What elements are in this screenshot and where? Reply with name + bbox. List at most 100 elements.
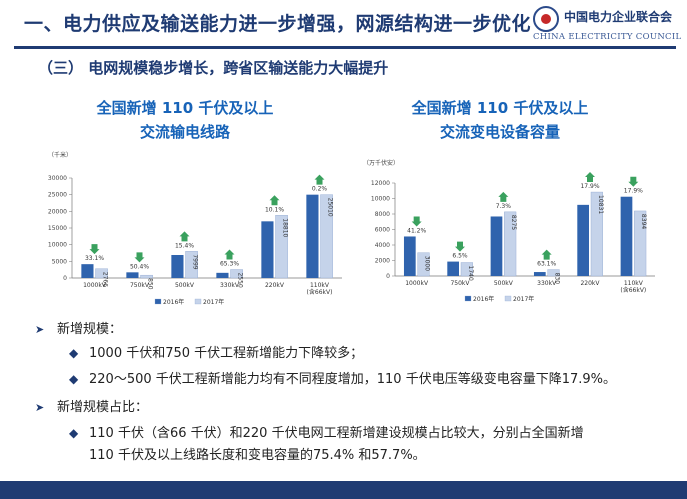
y-tick-label: 12000 — [371, 180, 390, 187]
page-title: 一、电力供应及输送能力进一步增强，网源结构进一步优化 — [24, 13, 532, 35]
bar-value-label: 25010 — [327, 198, 334, 217]
bar-2016 — [171, 255, 184, 278]
sub-bullet-3: ◆ 110 千伏（含66 千伏）和220 千伏电网工程新增建设规模占比较大，分别占… — [69, 422, 584, 441]
bullet-scale-share: ➤ 新增规模占比： — [35, 396, 148, 415]
bar-2017 — [230, 269, 243, 279]
bullet-text: 新增规模占比： — [57, 400, 149, 415]
x-tick-label: 110kV — [624, 280, 644, 287]
growth-rate-label: 0.2% — [312, 186, 328, 193]
x-tick-label: (含66kV) — [307, 288, 333, 296]
title-divider — [14, 46, 676, 49]
bar-2016 — [533, 272, 546, 276]
y-tick-label: 8000 — [375, 211, 390, 218]
bar-2017 — [547, 269, 560, 277]
trend-up-arrow-icon — [585, 172, 595, 183]
arrow-bullet-icon: ➤ — [35, 323, 45, 336]
bar-value-label: 8275 — [510, 215, 517, 230]
sub-bullet-2: ◆ 220～500 千伏工程新增能力均有不同程度增加，110 千伏电压等级变电容量… — [69, 368, 616, 387]
x-tick-label: 220kV — [580, 280, 600, 287]
bar-value-label: 18810 — [282, 218, 289, 237]
cec-logo-icon — [533, 6, 559, 32]
org-name-en: CHINA ELECTRICITY COUNCIL — [533, 32, 682, 42]
bar-2016 — [490, 216, 503, 276]
bullet-new-scale: ➤ 新增规模： — [35, 318, 122, 337]
y-tick-label: 10000 — [48, 242, 67, 249]
y-tick-label: 0 — [63, 275, 67, 282]
diamond-bullet-icon: ◆ — [69, 346, 79, 360]
y-tick-label: 0 — [386, 273, 390, 280]
legend-swatch — [464, 295, 472, 302]
y-tick-label: 10000 — [371, 196, 390, 203]
bar-2017 — [634, 210, 647, 277]
bullet-text: 110 千伏（含66 千伏）和220 千伏电网工程新增建设规模占比较大，分别占全… — [89, 426, 584, 441]
bullet-text: 1000 千伏和750 千伏工程新增能力下降较多； — [89, 346, 364, 361]
legend-swatch — [504, 295, 512, 302]
growth-rate-label: 17.9% — [580, 183, 599, 190]
x-tick-label: 1000kV — [405, 280, 429, 287]
bar-2017 — [275, 215, 288, 279]
x-tick-label: 1000kV — [83, 282, 107, 289]
growth-rate-label: 65.3% — [220, 261, 239, 268]
chart-1-title-line1: 全国新增 110 千伏及以上 — [96, 99, 274, 117]
org-logo: 中国电力企业联合会 CHINA ELECTRICITY COUNCIL — [533, 6, 683, 42]
chart-2-title-line2: 交流变电设备容量 — [439, 123, 560, 141]
growth-rate-label: 41.2% — [407, 227, 426, 234]
growth-rate-label: 15.4% — [175, 242, 194, 249]
x-tick-label: (含66kV) — [620, 286, 646, 294]
bullet-text: 110 千伏及以上线路长度和变电容量的75.4% 和57.7%。 — [89, 448, 426, 463]
bar-value-label: 10831 — [597, 195, 604, 214]
bar-2017 — [460, 262, 473, 277]
bar-value-label: 2766 — [102, 272, 109, 287]
trend-down-arrow-icon — [455, 241, 465, 252]
bar-2016 — [577, 204, 589, 276]
growth-rate-label: 50.4% — [130, 263, 149, 270]
chart-substation-capacity: （万千伏安） 0 2000 4000 6000 8000 10000 12000 3000 41.… — [363, 159, 655, 303]
bar-2017 — [417, 252, 430, 277]
x-tick-label: 500kV — [494, 280, 514, 287]
x-tick-label: 220kV — [265, 282, 285, 289]
growth-rate-label: 6.5% — [452, 253, 468, 260]
title-bar: 一、电力供应及输送能力进一步增强，网源结构进一步优化 中国电力企业联合会 CHI… — [0, 0, 687, 46]
y-tick-label: 5000 — [52, 258, 67, 265]
bullet-text: 新增规模： — [57, 322, 123, 337]
bar-2016 — [261, 221, 274, 278]
x-tick-label: 330kV — [220, 282, 240, 289]
legend-label: 2017年 — [203, 298, 224, 306]
sub-bullet-1: ◆ 1000 千伏和750 千伏工程新增能力下降较多； — [69, 342, 363, 361]
y-tick-label: 4000 — [375, 242, 390, 249]
legend-swatch — [154, 298, 162, 305]
bullet-text: 220～500 千伏工程新增能力均有不同程度增加，110 千伏电压等级变电容量下… — [89, 372, 617, 387]
bar-2017 — [504, 211, 517, 277]
bar-2017 — [320, 194, 333, 279]
y-tick-label: 15000 — [48, 225, 67, 232]
y-tick-label: 20000 — [48, 208, 67, 215]
trend-up-arrow-icon — [179, 231, 190, 242]
bar-2016 — [403, 236, 416, 276]
trend-down-arrow-icon — [628, 176, 639, 187]
chart-2-title-line1: 全国新增 110 千伏及以上 — [411, 99, 589, 117]
sub-bullet-3-cont: 110 千伏及以上线路长度和变电容量的75.4% 和57.7%。 — [89, 444, 426, 463]
bar-2017 — [590, 191, 603, 277]
legend-label: 2016年 — [473, 295, 494, 303]
trend-up-arrow-icon — [498, 191, 509, 202]
trend-up-arrow-icon — [541, 249, 552, 260]
bar-2017 — [95, 268, 108, 279]
section-title: （三） 电网规模稳步增长，跨省区输送能力大幅提升 — [38, 59, 389, 77]
bar-value-label: 830 — [554, 273, 561, 285]
bar-value-label: 3000 — [424, 256, 431, 271]
chart-transmission-lines: （千米） 0 5000 10000 15000 20000 25000 30000 2766 33… — [48, 151, 342, 306]
legend-label: 2016年 — [163, 298, 184, 306]
bar-2017 — [185, 251, 198, 279]
bar-2016 — [126, 272, 139, 278]
trend-down-arrow-icon — [411, 216, 422, 227]
growth-rate-label: 63.1% — [537, 261, 556, 268]
trend-up-arrow-icon — [314, 174, 325, 185]
trend-down-arrow-icon — [89, 244, 100, 255]
x-tick-label: 500kV — [175, 282, 195, 289]
growth-rate-label: 33.1% — [85, 255, 104, 262]
y-tick-label: 25000 — [48, 192, 67, 199]
trend-down-arrow-icon — [134, 252, 145, 263]
growth-rate-label: 17.9% — [624, 188, 643, 195]
chart-2-title: 全国新增 110 千伏及以上 交流变电设备容量 — [375, 96, 625, 144]
bar-2016 — [447, 261, 459, 276]
